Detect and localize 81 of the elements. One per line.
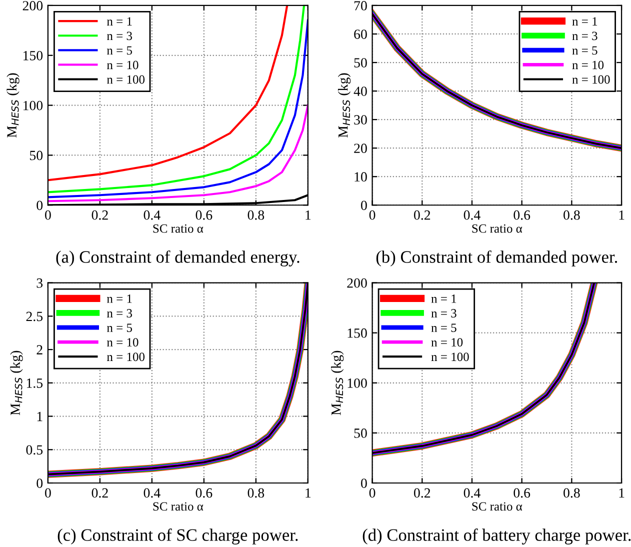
y-tick-label: 1 bbox=[37, 412, 42, 422]
x-tick-label: 0 bbox=[369, 210, 376, 220]
y-tick-label: 50 bbox=[354, 58, 367, 68]
y-tick-label: 0 bbox=[361, 200, 367, 210]
x-tick-label: 1 bbox=[306, 488, 311, 498]
legend-label: n = 10 bbox=[431, 338, 463, 347]
legend-label: n = 3 bbox=[431, 309, 456, 318]
legend-label: n = 1 bbox=[106, 17, 132, 26]
legend-label: n = 100 bbox=[106, 75, 145, 84]
x-tick-label: 0.8 bbox=[248, 488, 264, 498]
x-tick-label: 0.4 bbox=[464, 488, 480, 498]
x-tick-label: 0.6 bbox=[514, 210, 530, 220]
text: (a) Constraint of demanded energy. bbox=[56, 250, 300, 266]
legend-label: n = 5 bbox=[106, 324, 132, 332]
x-tick-label: 0.4 bbox=[464, 210, 480, 220]
y-tick-label: 3 bbox=[36, 278, 43, 288]
y-tick-label: 0 bbox=[36, 200, 43, 210]
y-tick-label: 200 bbox=[22, 1, 43, 10]
y-tick-label: 50 bbox=[30, 150, 43, 160]
y-axis-title: M$_{HESS}$ (kg) bbox=[10, 350, 23, 416]
y-axis-title: M$_{HESS}$ (kg) bbox=[338, 73, 351, 138]
x-tick-label: 0.2 bbox=[92, 488, 108, 498]
legend-label: n = 3 bbox=[572, 32, 598, 40]
legend-label: n = 1 bbox=[106, 294, 132, 303]
legend-label: n = 3 bbox=[106, 32, 132, 40]
x-tick-label: 0.8 bbox=[564, 488, 580, 498]
y-tick-label: 2.5 bbox=[26, 312, 43, 322]
y-tick-label: 0.5 bbox=[26, 445, 43, 455]
text: (b) Constraint of demanded power. bbox=[376, 250, 618, 266]
legend-label: n = 5 bbox=[106, 46, 132, 55]
y-tick-label: 40 bbox=[354, 86, 367, 96]
x-tick-label: 1 bbox=[619, 488, 624, 498]
legend-label: n = 1 bbox=[572, 17, 598, 26]
legend-label: n = 5 bbox=[431, 324, 456, 332]
x-tick-label: 0.8 bbox=[248, 210, 264, 220]
x-tick-label: 0 bbox=[369, 488, 376, 498]
x-tick-label: 0.4 bbox=[144, 210, 160, 220]
x-tick-label: 0.2 bbox=[414, 488, 430, 498]
x-tick-label: 0.2 bbox=[92, 210, 108, 220]
text: (d) Constraint of battery charge power. bbox=[362, 528, 631, 544]
y-tick-label: 20 bbox=[354, 144, 367, 154]
legend-label: n = 10 bbox=[106, 338, 138, 347]
x-axis-title: SC ratio α bbox=[472, 224, 522, 233]
x-tick-label: 0 bbox=[45, 488, 51, 498]
x-tick-label: 0.6 bbox=[196, 488, 212, 498]
y-axis-title: M$_{HESS}$ (kg) bbox=[6, 73, 20, 138]
legend-label: n = 100 bbox=[572, 75, 610, 84]
x-tick-label: 0.2 bbox=[414, 210, 430, 220]
x-tick-label: 0.6 bbox=[196, 210, 212, 220]
x-tick-label: 0.8 bbox=[564, 210, 580, 220]
y-tick-label: 200 bbox=[347, 278, 367, 288]
legend-label: n = 10 bbox=[106, 60, 138, 70]
y-tick-label: 100 bbox=[23, 100, 43, 110]
legend-label: n = 10 bbox=[572, 60, 604, 70]
y-tick-label: 30 bbox=[354, 115, 367, 125]
x-tick-label: 1 bbox=[306, 210, 311, 220]
x-tick-label: 1 bbox=[619, 210, 624, 220]
x-axis-title: SC ratio α bbox=[153, 224, 204, 233]
x-tick-label: 0 bbox=[45, 210, 51, 220]
x-axis-title: SC ratio α bbox=[153, 502, 204, 511]
y-tick-label: 50 bbox=[354, 428, 367, 438]
y-tick-label: 2 bbox=[36, 345, 42, 354]
y-tick-label: 0 bbox=[361, 478, 367, 488]
legend-label: n = 100 bbox=[431, 352, 469, 362]
y-tick-label: 60 bbox=[354, 30, 367, 39]
legend-label: n = 3 bbox=[106, 309, 132, 318]
y-tick-label: 1.5 bbox=[26, 378, 43, 388]
x-axis-title: SC ratio α bbox=[472, 502, 522, 511]
legend-label: n = 100 bbox=[106, 352, 145, 362]
y-tick-label: 150 bbox=[348, 328, 367, 338]
y-axis-title: M$_{HESS}$ (kg) bbox=[331, 350, 344, 416]
y-tick-label: 10 bbox=[354, 172, 367, 182]
x-tick-label: 0.4 bbox=[144, 488, 160, 498]
y-tick-label: 0 bbox=[36, 478, 43, 488]
text: (c) Constraint of SC charge power. bbox=[58, 528, 298, 544]
y-tick-label: 150 bbox=[23, 50, 43, 60]
legend-label: n = 5 bbox=[572, 46, 598, 55]
legend-label: n = 1 bbox=[431, 294, 456, 303]
y-tick-label: 100 bbox=[348, 378, 367, 388]
x-tick-label: 0.6 bbox=[514, 488, 530, 498]
y-tick-label: 70 bbox=[354, 1, 367, 10]
